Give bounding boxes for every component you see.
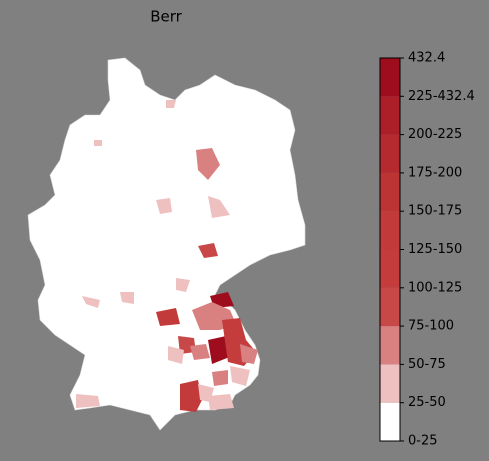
district — [208, 394, 234, 410]
colorbar-frame — [379, 57, 401, 442]
district — [82, 296, 100, 308]
colorbar-label: 432.4 — [408, 51, 445, 66]
colorbar-label: 100-125 — [408, 280, 462, 295]
colorbar-band — [380, 326, 400, 365]
colorbar-label: 225-432.4 — [408, 89, 475, 104]
germany-map — [27, 57, 306, 431]
district — [166, 100, 176, 108]
colorbar-label: 200-225 — [408, 127, 462, 142]
colorbar-label: 0-25 — [408, 434, 438, 449]
colorbar-band — [380, 211, 400, 250]
colorbar-band — [380, 287, 400, 327]
colorbar-band — [380, 402, 400, 441]
colorbar-label: 150-175 — [408, 204, 462, 219]
colorbar-label: 175-200 — [408, 165, 462, 180]
colorbar-band — [380, 249, 400, 288]
colorbar-label: 125-150 — [408, 242, 462, 257]
district — [168, 346, 184, 364]
district — [208, 196, 230, 218]
colorbar: 0-25 25-50 50-75 75-100 100-125 125-150 150-17… — [379, 51, 475, 449]
district — [196, 148, 220, 180]
colorbar-band — [380, 172, 400, 212]
district — [76, 394, 100, 408]
colorbar-label: 75-100 — [408, 319, 454, 334]
district-highlights — [76, 100, 258, 412]
colorbar-band — [380, 134, 400, 173]
district — [230, 366, 250, 386]
district — [176, 278, 190, 292]
district — [156, 308, 180, 326]
district — [180, 380, 202, 412]
district — [212, 370, 228, 386]
colorbar-band — [380, 364, 400, 403]
district — [120, 292, 134, 304]
colorbar-label: 50-75 — [408, 357, 446, 372]
colorbar-label: 25-50 — [408, 395, 446, 410]
district — [198, 243, 218, 258]
district — [156, 198, 172, 214]
colorbar-band — [380, 58, 400, 97]
district — [94, 140, 102, 146]
colorbar-band — [380, 96, 400, 135]
district — [240, 344, 258, 364]
district — [190, 344, 210, 360]
map-title: Berr — [150, 8, 182, 26]
